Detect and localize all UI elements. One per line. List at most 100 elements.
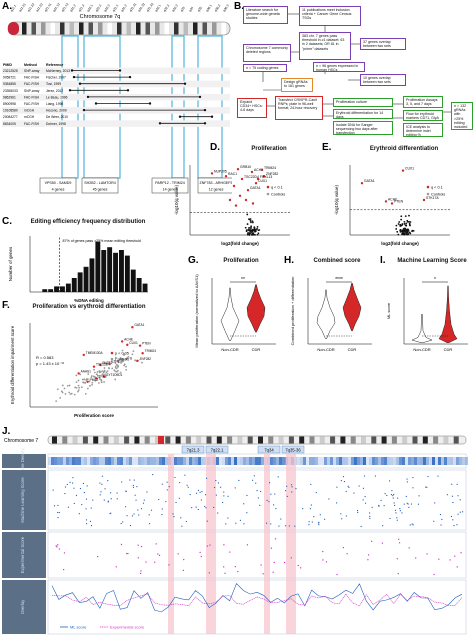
nonsig-point — [401, 230, 403, 233]
scatter-point — [56, 388, 59, 391]
ml-score-point — [393, 502, 395, 504]
gene-density-cell — [84, 457, 87, 465]
ml-score-point — [72, 482, 74, 484]
scatter-point — [114, 378, 117, 381]
significant-point — [390, 202, 394, 205]
ml-score-point — [399, 510, 401, 512]
scatter-point — [80, 386, 83, 389]
panel-j-label: J. — [2, 426, 11, 437]
gene-label: ZNF282 — [266, 172, 278, 176]
ml-score-point — [374, 475, 377, 477]
deletion-end — [198, 95, 202, 99]
nonsig-point — [246, 232, 249, 235]
ml-score-point — [418, 495, 420, 497]
gene-density-cell — [306, 457, 309, 465]
scatter-point — [96, 371, 99, 373]
reference-cell: De Weer, 2010 — [46, 115, 68, 119]
significant-point — [254, 182, 258, 185]
chromosome-band — [103, 436, 109, 444]
ml-score-point — [125, 506, 127, 508]
y-axis-label: -log10(q value) — [174, 184, 179, 215]
gene-density-cell — [111, 457, 114, 465]
ml-score-point — [439, 514, 441, 516]
scatter-point — [55, 400, 58, 403]
scatter-point — [86, 387, 89, 390]
ml-score-point — [136, 486, 138, 488]
experimental-score-point — [224, 572, 226, 574]
scatter-point — [101, 373, 104, 376]
ml-score-point — [318, 521, 320, 523]
gene-density-cell — [123, 457, 126, 465]
ml-score-point — [161, 513, 163, 516]
experimental-score-point — [139, 572, 142, 575]
experimental-score-point — [57, 544, 59, 546]
ml-score-point — [302, 508, 304, 510]
ml-score-point — [451, 483, 453, 485]
chromosome-band — [117, 22, 122, 35]
ml-score-point — [268, 482, 271, 484]
method-cell: mCGH — [24, 109, 35, 113]
gene-density-cell — [402, 457, 405, 465]
chromosome-band — [412, 436, 418, 444]
table-header: Reference — [46, 63, 63, 67]
ml-score-point — [256, 490, 258, 492]
scatter-point — [77, 390, 79, 393]
ml-score-point — [345, 515, 347, 517]
experimental-score-point — [63, 568, 65, 571]
ml-score-point — [57, 504, 59, 507]
pmid-cell: 20084277 — [3, 115, 18, 119]
ml-score-point — [234, 487, 236, 489]
method-cell: FAC-FISH — [24, 95, 40, 99]
ml-score-point — [259, 504, 261, 506]
category-label: CDR — [444, 347, 453, 352]
ml-score-point — [100, 491, 102, 493]
region-gene-count: 12 genes — [209, 188, 224, 192]
gene-density-cell — [303, 457, 306, 465]
nonsig-point — [256, 226, 259, 228]
gene-density-cell — [126, 457, 129, 465]
flow-erythroid-diff: Erythroid differentiation for 14 days — [333, 109, 393, 119]
scatter-point — [120, 361, 122, 364]
ml-score-point — [223, 491, 225, 493]
experimental-score-point — [140, 545, 143, 548]
gene-density-cell — [183, 457, 186, 465]
experimental-score-point — [322, 559, 324, 561]
chromosome-band — [340, 436, 346, 444]
scatter-point — [105, 363, 108, 365]
nonsig-point — [249, 232, 252, 235]
gene-density-cell — [57, 457, 60, 465]
ml-score-point — [396, 517, 398, 519]
scatter-point — [119, 371, 122, 374]
gene-density-cell — [369, 457, 372, 465]
region-gene-count: 4 genes — [52, 188, 65, 192]
ml-score-point — [204, 494, 207, 496]
region-gene-count: 45 genes — [93, 188, 108, 192]
scatter-point — [103, 367, 106, 369]
track-label: Overlay — [20, 599, 25, 614]
ml-score-point — [388, 480, 391, 482]
band-label: q35 — [197, 6, 203, 13]
scatter-point — [103, 370, 106, 373]
panel-f-title: Proliferation vs erythroid differentiati… — [32, 304, 146, 310]
scatter-point — [93, 376, 96, 378]
gene-density-cell — [81, 457, 84, 465]
scatter-point — [100, 379, 103, 382]
experimental-score-point — [438, 558, 440, 560]
ml-score-point — [184, 474, 186, 476]
scatter-point — [95, 373, 98, 376]
ml-score-point — [347, 485, 349, 487]
nonsig-point — [404, 231, 407, 233]
gene-density-cell — [54, 457, 57, 465]
panel-i-chart: * Non-CDR CDR ML score — [386, 277, 468, 352]
scatter-point — [104, 373, 106, 376]
scatter-point — [61, 384, 64, 387]
ml-score-point — [291, 491, 293, 493]
legend-sig-label: p < 0.05 — [115, 352, 129, 356]
gene-density-cell — [246, 457, 249, 465]
gene-density-cell — [120, 457, 123, 465]
flowchart-arrows — [262, 13, 451, 119]
panel-j-figure: Chromosome 7 7q21.3 7q22.1 7q34 7q35-36 Gene … — [2, 435, 468, 635]
experimental-score-point — [300, 567, 302, 569]
scatter-point — [111, 367, 114, 370]
